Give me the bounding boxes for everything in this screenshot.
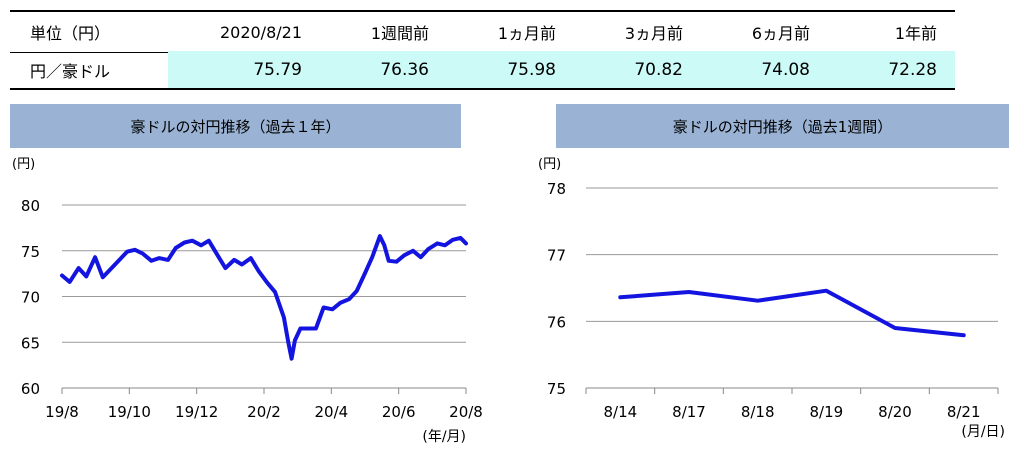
chart-1w-x-tick-label: 8/17 — [672, 403, 706, 421]
chart-1y-x-tick-label: 20/4 — [314, 403, 348, 421]
chart-1w-x-tick-label: 8/14 — [603, 403, 637, 421]
header-3-months-ago: 3ヵ月前 — [624, 24, 683, 43]
chart-1y-y-tick-label: 70 — [21, 289, 40, 307]
row-label-jpy-aud: 円／豪ドル — [30, 61, 111, 81]
chart-1w-y-tick-label: 77 — [547, 247, 566, 265]
chart-1w-y-tick-label: 76 — [547, 313, 566, 331]
chart-1y-series-line — [60, 234, 468, 361]
chart-1w-x-tick-label: 8/20 — [878, 403, 912, 421]
value-1-year-ago: 72.28 — [828, 51, 955, 88]
chart-1w-x-tick-label: 8/18 — [741, 403, 775, 421]
header-6-months-ago: 6ヵ月前 — [751, 24, 810, 43]
chart-1y-title: 豪ドルの対円推移（過去１年） — [10, 104, 461, 148]
value-3-months-ago: 70.82 — [574, 51, 701, 88]
chart-1w-unit-label: (円) — [538, 157, 561, 172]
chart-1y-y-tick-label: 65 — [21, 334, 40, 352]
chart-1w-title: 豪ドルの対円推移（過去1週間） — [556, 104, 1009, 148]
chart-1y-x-tick-label: 20/2 — [247, 403, 281, 421]
chart-1w-y-tick-label: 78 — [547, 180, 566, 198]
chart-1w-x-tick-label: 8/21 — [947, 403, 981, 421]
chart-1y-y-tick-label: 60 — [21, 380, 40, 398]
header-1-month-ago: 1ヵ月前 — [497, 24, 556, 43]
chart-1y-x-tick-label: 19/12 — [175, 403, 218, 421]
value-current: 75.79 — [168, 51, 320, 88]
value-6-months-ago: 74.08 — [701, 51, 828, 88]
chart-1w-series-line — [618, 288, 966, 338]
chart-1w-x-tick-label: 8/19 — [809, 403, 843, 421]
chart-1y-x-tick-label: 19/10 — [108, 403, 151, 421]
chart-1y-x-tick-label: 20/8 — [449, 403, 483, 421]
value-1-week-ago: 76.36 — [320, 51, 447, 88]
header-current-date: 2020/8/21 — [219, 22, 302, 42]
chart-1y-y-tick-label: 75 — [21, 243, 40, 261]
chart-1w-y-tick-label: 75 — [547, 380, 566, 398]
chart-1y-y-tick-label: 80 — [21, 197, 40, 215]
rate-table-value-row: 円／豪ドル 75.79 76.36 75.98 70.82 74.08 72.2… — [10, 51, 955, 90]
header-unit: 単位（円） — [30, 24, 111, 43]
header-1-week-ago: 1週間前 — [370, 24, 429, 43]
chart-1y-x-tick-label: 19/8 — [45, 403, 79, 421]
chart-1y-x-unit-label: (年/月) — [422, 429, 466, 445]
chart-1w-x-unit-label: (月/日) — [961, 424, 1005, 440]
chart-1y-x-tick-label: 20/6 — [382, 403, 416, 421]
chart-1y-unit-label: (円) — [12, 157, 35, 172]
rate-table: 単位（円） 2020/8/21 1週間前 1ヵ月前 3ヵ月前 6ヵ月前 1年前 … — [10, 10, 955, 90]
value-1-month-ago: 75.98 — [447, 51, 574, 88]
header-1-year-ago: 1年前 — [894, 24, 937, 43]
